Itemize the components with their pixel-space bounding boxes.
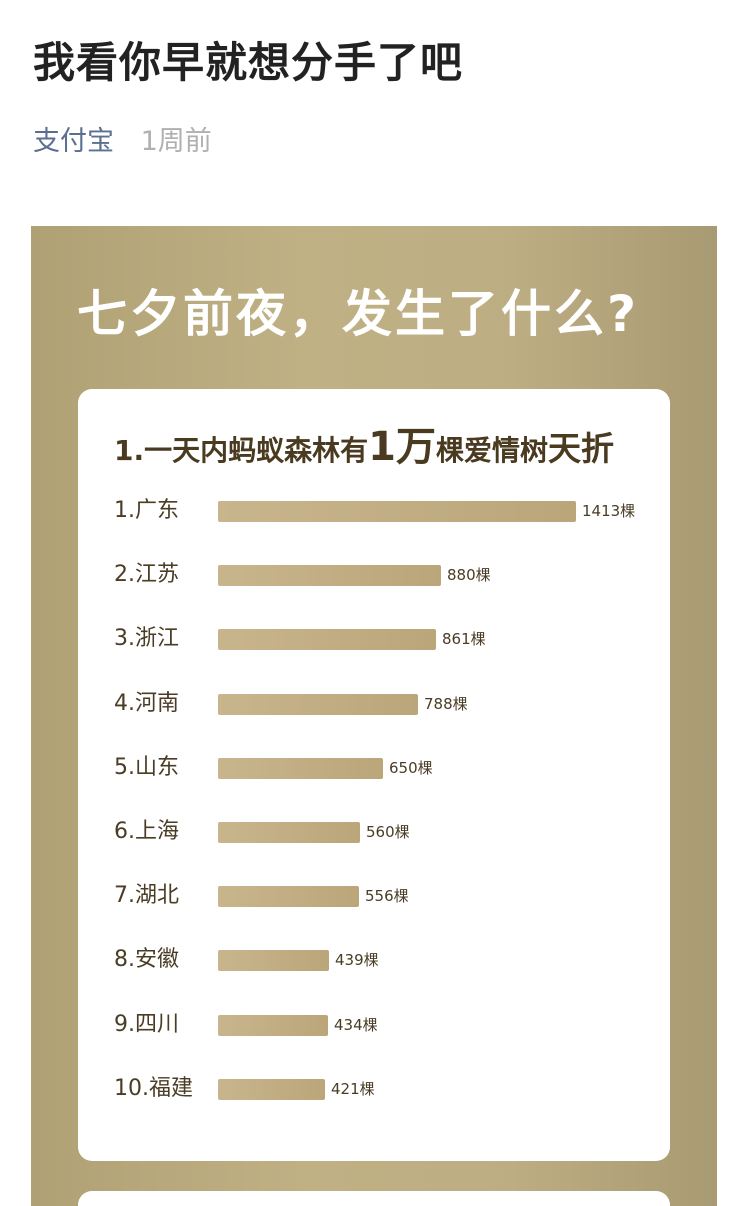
chart-row: 3.浙江 861棵 [78,619,670,659]
value-label: 560棵 [366,823,410,841]
bar [218,629,436,651]
category-label: 7.湖北 [114,883,179,909]
chart-row: 5.山东 650棵 [78,748,670,788]
poster-heading: 七夕前夜，发生了什么? [77,285,640,343]
post-time: 1周前 [140,126,212,157]
category-label: 9.四川 [114,1011,179,1037]
bar [218,1078,325,1100]
value-label: 439棵 [335,951,379,970]
bar [218,1014,328,1036]
bar [218,693,418,715]
value-label: 861棵 [442,630,486,649]
chart-title-end: 天折 [547,429,614,468]
category-label: 3.浙江 [114,626,179,652]
value-label: 1413棵 [582,502,636,520]
category-label: 5.山东 [114,754,179,780]
chart-row: 9.四川 434棵 [78,1005,670,1045]
category-label: 1.广东 [114,498,179,523]
chart-row: 10.福建 421棵 [78,1069,670,1109]
article-meta: 支付宝 1周前 [33,125,212,159]
bar [218,501,576,522]
chart-card: 1.一天内蚂蚁森林有1万棵爱情树天折 1.广东 1413棵 2.江苏 880棵 3.浙江… [78,389,670,1161]
chart-row: 1.广东 1413棵 [78,491,670,531]
value-label: 421棵 [331,1079,375,1098]
chart-row: 7.湖北 556棵 [78,876,670,916]
category-label: 8.安徽 [114,947,179,973]
chart-title-highlight: 1万 [368,424,436,470]
value-label: 880棵 [447,566,491,585]
bar [218,757,383,779]
value-label: 788棵 [424,694,468,713]
bar [218,822,360,843]
chart-row: 2.江苏 880棵 [78,555,670,595]
chart-row: 4.河南 788棵 [78,684,670,724]
value-label: 434棵 [334,1015,378,1034]
category-label: 6.上海 [114,819,179,844]
bar [218,565,441,587]
author-name[interactable]: 支付宝 [33,126,114,157]
chart-row: 8.安徽 439棵 [78,940,670,980]
value-label: 650棵 [389,758,433,777]
article-title: 我看你早就想分手了吧 [33,38,464,87]
value-label: 556棵 [365,887,409,906]
category-label: 10.福建 [114,1075,193,1101]
chart-title: 1.一天内蚂蚁森林有1万棵爱情树天折 [114,421,614,477]
bar [218,886,359,908]
chart-row: 6.上海 560棵 [78,812,670,852]
chart-title-part1: 1.一天内蚂蚁森林有 [114,434,369,467]
chart-title-part2: 棵爱情树 [435,434,548,467]
bar [218,950,329,972]
poster-image[interactable]: 七夕前夜，发生了什么? 1.一天内蚂蚁森林有1万棵爱情树天折 1.广东 1413棵… [31,226,717,1206]
category-label: 2.江苏 [114,562,179,588]
category-label: 4.河南 [114,690,179,716]
